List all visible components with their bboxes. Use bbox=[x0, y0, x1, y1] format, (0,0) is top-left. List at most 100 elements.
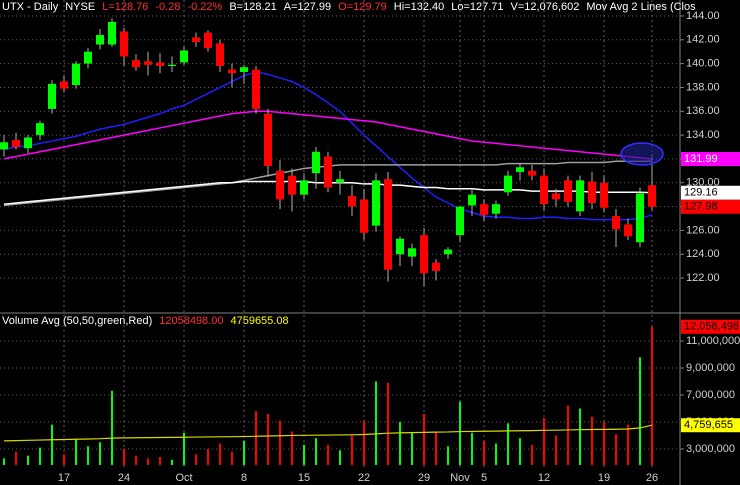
header-text: Lo=127.71 bbox=[451, 1, 504, 13]
volume-bar bbox=[471, 432, 473, 465]
candle-body bbox=[0, 142, 8, 150]
label-layer: 17 24 Oct 8 15 22 29 Nov 5 12 19 26 122.00 124.00 126.… bbox=[58, 10, 740, 484]
candle-body bbox=[228, 69, 236, 74]
x-tick-label: 5 bbox=[481, 472, 487, 484]
candle-body bbox=[180, 50, 188, 63]
candle-body bbox=[504, 175, 512, 193]
candle-body bbox=[528, 170, 536, 176]
candle-body bbox=[12, 139, 20, 148]
volume-bar bbox=[387, 382, 389, 465]
volume-bar bbox=[423, 413, 425, 465]
volume-bar bbox=[195, 454, 197, 465]
price-marker bbox=[681, 185, 740, 200]
candle-body bbox=[276, 170, 284, 200]
candle-body bbox=[648, 185, 656, 207]
moving-average-line bbox=[3, 110, 653, 160]
volume-bar bbox=[255, 411, 257, 465]
y-tick-label: 126.00 bbox=[686, 224, 720, 236]
volume-bar bbox=[327, 444, 329, 465]
x-tick-label: 17 bbox=[58, 472, 70, 484]
volume-bar bbox=[171, 459, 173, 465]
y-tick-label: 11,000,000 bbox=[686, 335, 740, 347]
candle-body bbox=[300, 180, 308, 195]
volume-bar bbox=[51, 424, 53, 465]
candle-body bbox=[432, 262, 440, 271]
candle-body bbox=[348, 195, 356, 207]
highlight-ellipse bbox=[620, 142, 664, 166]
volume-bar bbox=[483, 440, 485, 465]
candle-body bbox=[24, 137, 32, 149]
volume-bar bbox=[351, 435, 353, 465]
volume-bar bbox=[111, 390, 113, 465]
candle-body bbox=[372, 180, 380, 226]
candle-body bbox=[612, 216, 620, 230]
volume-bar bbox=[411, 432, 413, 465]
x-tick-label: Oct bbox=[175, 472, 192, 484]
volume-bar bbox=[147, 458, 149, 465]
volume-bar bbox=[3, 458, 5, 465]
candle-body bbox=[156, 62, 164, 66]
x-tick-label: 26 bbox=[646, 472, 658, 484]
header-text: -0.22% bbox=[187, 1, 223, 13]
volume-bar bbox=[39, 447, 41, 465]
y-tick-label: 3,000,000 bbox=[686, 443, 735, 455]
volume-bar bbox=[567, 405, 569, 465]
y-tick-label: 124.00 bbox=[686, 248, 720, 260]
volume-bar bbox=[495, 443, 497, 465]
candle-body bbox=[132, 60, 140, 68]
volume-bar bbox=[279, 420, 281, 465]
volume-bar bbox=[399, 421, 401, 465]
price-marker bbox=[681, 418, 740, 433]
volume-bar bbox=[207, 448, 209, 465]
candle-body bbox=[264, 113, 272, 167]
volume-bar bbox=[183, 432, 185, 465]
x-tick-label: 15 bbox=[298, 472, 310, 484]
volume-bar bbox=[555, 435, 557, 465]
price-marker-label: 127.98 bbox=[684, 201, 718, 213]
candle-body bbox=[120, 31, 128, 57]
header-text: UTX - Daily bbox=[2, 1, 59, 13]
volume-bar bbox=[315, 438, 317, 465]
candle-body bbox=[96, 35, 104, 45]
candle-body bbox=[204, 32, 212, 49]
volume-bar bbox=[243, 440, 245, 465]
candle-body bbox=[492, 204, 500, 214]
volume-bar bbox=[531, 444, 533, 465]
header-text: Mov Avg 2 Lines (Clos bbox=[586, 1, 696, 13]
candle-body bbox=[420, 235, 428, 274]
candle-body bbox=[588, 181, 596, 203]
candle-body bbox=[60, 81, 68, 89]
price-marker-label: 129.16 bbox=[684, 187, 718, 199]
header-text: B=128.21 bbox=[229, 1, 277, 13]
volume-bar bbox=[363, 420, 365, 465]
y-tick-label: 140.00 bbox=[686, 58, 720, 70]
volume-bar bbox=[639, 357, 641, 465]
price-header: UTX - Daily NYSE L=128.76 -0.28 -0.22% B=128.… bbox=[2, 1, 696, 13]
header-text: 4759655.08 bbox=[230, 315, 289, 327]
volume-bar bbox=[267, 413, 269, 465]
candle-body bbox=[444, 249, 452, 255]
volume-bar bbox=[651, 326, 653, 465]
price-marker bbox=[681, 319, 740, 334]
price-marker bbox=[681, 152, 740, 167]
candle-body bbox=[360, 199, 368, 233]
volume-bar bbox=[615, 434, 617, 465]
candle-body bbox=[456, 206, 464, 236]
plot-layer bbox=[0, 0, 684, 468]
volume-bar bbox=[459, 401, 461, 465]
y-tick-label: 144.00 bbox=[686, 10, 720, 22]
volume-header: Volume Avg (50,50,green,Red) 12058498.00 4… bbox=[2, 315, 289, 327]
volume-bar bbox=[435, 431, 437, 465]
volume-bar bbox=[27, 455, 29, 465]
candle-body bbox=[48, 83, 56, 109]
y-tick-label: 136.00 bbox=[686, 105, 720, 117]
y-tick-label: 7,000,000 bbox=[686, 389, 735, 401]
candle-body bbox=[540, 175, 548, 205]
candle-body bbox=[36, 123, 44, 136]
candle-body bbox=[516, 167, 524, 173]
volume-bar bbox=[519, 438, 521, 465]
volume-bar bbox=[603, 421, 605, 465]
candle-body bbox=[408, 248, 416, 257]
